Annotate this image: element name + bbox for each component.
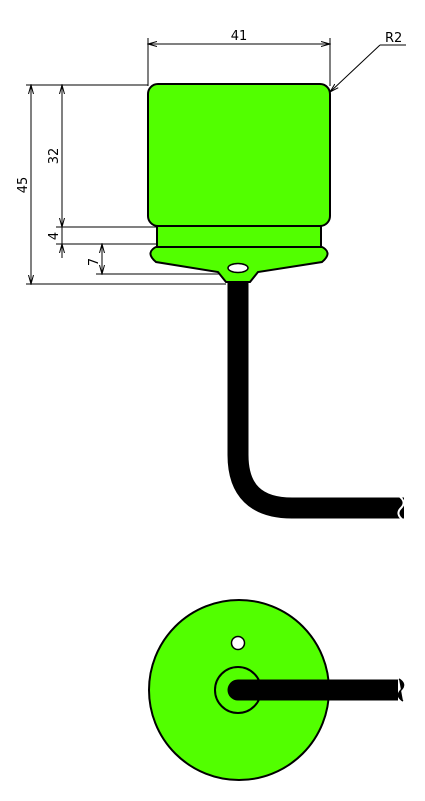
dimension-height-body: 32 xyxy=(47,85,62,227)
sensor-body xyxy=(147,83,331,227)
dimension-height-groove: 4 xyxy=(47,227,62,258)
dimension-height-groove-label: 4 xyxy=(47,232,62,240)
led-hole-bottom xyxy=(230,635,246,651)
bottom-view xyxy=(148,599,425,781)
dimension-radius: R2 xyxy=(330,31,406,92)
dimension-width: 41 xyxy=(148,29,330,86)
dimension-height-total-label: 45 xyxy=(16,177,31,194)
side-view: 41 R2 45 32 4 xyxy=(16,29,406,521)
sensor-groove xyxy=(156,224,322,248)
cable-break-bottom xyxy=(397,678,405,702)
dimension-radius-label: R2 xyxy=(385,31,402,46)
dimension-height-total: 45 xyxy=(16,85,31,284)
extension-lines xyxy=(26,84,226,285)
dimension-height-body-label: 32 xyxy=(47,148,62,165)
cable-break-side xyxy=(397,495,405,521)
dimension-width-label: 41 xyxy=(231,29,248,44)
led-hole xyxy=(227,262,249,274)
dimension-height-nose-label: 7 xyxy=(87,258,102,266)
cable-side xyxy=(227,282,404,519)
dimension-height-nose: 7 xyxy=(87,244,102,274)
